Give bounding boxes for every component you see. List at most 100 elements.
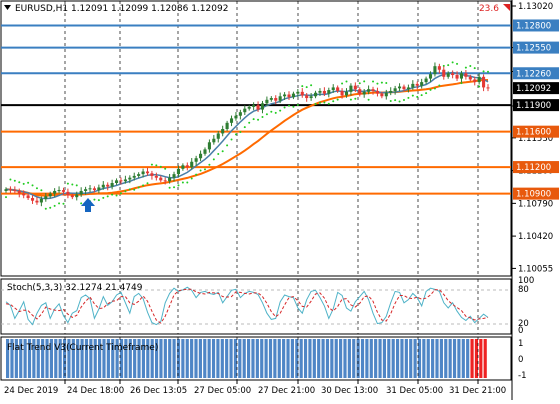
psar-dot [469, 64, 472, 67]
fast-moving-average-line [5, 71, 489, 200]
psar-dot [137, 186, 140, 189]
candle-body [300, 91, 304, 96]
psar-dot [97, 199, 100, 202]
psar-dot [442, 64, 445, 67]
corner-value-label: 23.6 [479, 4, 499, 14]
time-axis-label: 24 Dec 2019 [4, 386, 58, 396]
stochastic-panel[interactable]: Stoch(5,3,3) 32.1274 21.4749 [0, 278, 512, 335]
histogram-bar-up [290, 339, 294, 378]
psar-dot [482, 70, 485, 73]
psar-dot [416, 95, 419, 98]
candle-body [455, 75, 459, 79]
candle-body [123, 179, 127, 182]
psar-dot [407, 96, 410, 99]
candle-body [172, 174, 176, 178]
psar-dot [464, 66, 467, 69]
candle-body [252, 105, 256, 107]
histogram-bar-up [27, 339, 32, 378]
histogram-bar-up [448, 339, 452, 378]
flat-trend-panel[interactable]: Flat Trend V3(Current Timeframe) [0, 336, 512, 381]
psar-dot [27, 181, 30, 184]
candle-body [84, 189, 88, 191]
psar-dot [248, 121, 251, 124]
candle-body [322, 90, 326, 94]
candle-body [451, 73, 455, 76]
histogram-bar-up [352, 339, 356, 378]
histogram-bar-up [409, 339, 413, 378]
psar-dot [146, 182, 149, 185]
candle-body [287, 94, 291, 98]
time-axis-label: 27 Dec 21:00 [258, 386, 315, 396]
level-price-tag [513, 67, 559, 80]
histogram-bar-up [431, 339, 435, 378]
histogram-bar-up [277, 339, 281, 378]
candle-body [446, 73, 450, 77]
candle-body [57, 190, 61, 192]
flat-trend-label: Flat Trend V3(Current Timeframe) [7, 343, 158, 353]
time-axis: 24 Dec 2019 24 Dec 18:00 26 Dec 13:05 27 De… [4, 380, 506, 396]
psar-dot [310, 84, 313, 87]
candle-body [482, 76, 486, 88]
psar-dot [111, 193, 114, 196]
level-price-tag [513, 19, 559, 32]
psar-dot [318, 101, 321, 104]
candle-body [283, 94, 287, 97]
level-price-tag-text: 1.12092 [516, 84, 551, 94]
psar-dot [473, 67, 476, 70]
candle-body [194, 158, 198, 162]
candle-body [358, 89, 362, 95]
level-price-tag-text: 1.11600 [516, 128, 551, 138]
flat-trend-tick-label: 1 [518, 339, 523, 349]
level-price-tag [513, 41, 559, 54]
histogram-bar-up [360, 339, 365, 378]
histogram-bar-up [308, 339, 312, 378]
flat-trend-vertical-grid [64, 337, 479, 380]
level-price-tag [513, 82, 559, 95]
psar-dot [336, 98, 339, 101]
histogram-bar-up [268, 339, 273, 378]
histogram-bar-up [264, 339, 268, 378]
candle-body [176, 168, 181, 175]
candle-body [199, 153, 203, 159]
candle-body [247, 106, 251, 109]
candle-body [411, 83, 415, 88]
psar-dot [433, 87, 436, 90]
candle-body [234, 115, 238, 119]
main-price-panel[interactable]: EURUSD,H1 1.12091 1.12099 1.12086 1.1209… [0, 0, 512, 277]
candle-body [433, 66, 437, 75]
histogram-bar-up [10, 339, 14, 378]
psar-dot [168, 186, 171, 189]
histogram-bar-up [395, 339, 400, 378]
dropdown-triangle-icon[interactable] [4, 5, 11, 10]
candle-body [61, 190, 66, 192]
psar-dot [102, 196, 105, 199]
price-axis[interactable]: 1.130201.125501.122801.118901.115301.111… [511, 0, 559, 400]
level-price-tag [513, 125, 559, 138]
histogram-bar-up [229, 339, 233, 378]
psar-dot [372, 80, 375, 83]
histogram-bar-up [330, 339, 334, 378]
psar-dot [261, 116, 264, 119]
psar-dot [93, 198, 96, 201]
candle-body [309, 96, 313, 99]
psar-dot [367, 98, 370, 101]
candle-body [238, 112, 242, 116]
time-axis-label: 24 Dec 18:00 [67, 386, 124, 396]
psar-dot [159, 165, 162, 168]
candle-body [486, 87, 490, 89]
histogram-bar-up [133, 339, 137, 378]
psar-dot [124, 190, 127, 193]
corner-marker-icon [503, 4, 510, 11]
histogram-bar-up [159, 339, 163, 378]
histogram-bar-up [119, 339, 124, 378]
histogram-bar-up [247, 339, 251, 378]
histogram-bar-down [479, 339, 483, 378]
candle-body [168, 177, 172, 182]
candle-body [459, 73, 464, 79]
candle-body [48, 193, 52, 197]
candle-body [190, 161, 194, 168]
histogram-bar-up [325, 339, 330, 378]
histogram-bar-up [417, 339, 422, 378]
candle-body [181, 165, 185, 169]
